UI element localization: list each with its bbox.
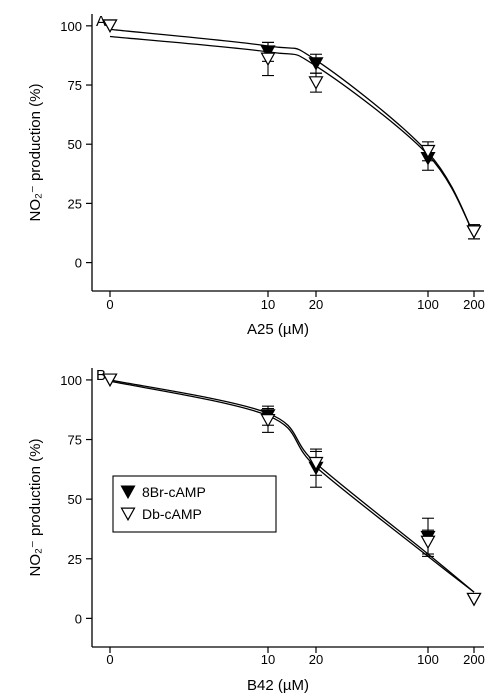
fit-curve-filled	[109, 28, 475, 235]
y-tick-label: 0	[75, 611, 82, 626]
legend-box	[112, 475, 277, 533]
panel-b: 0 25 50 75 100 0 10 20 100 200 B42 (µM) NO₂⁻ produc…	[27, 367, 485, 694]
legend-open-triangle-icon	[120, 507, 136, 522]
panel-label: B	[96, 367, 106, 384]
x-tick-label: 0	[106, 297, 113, 312]
y-tick-label: 0	[75, 256, 82, 271]
x-tick-label: 0	[106, 652, 113, 667]
x-axis-title: B42 (µM)	[247, 677, 309, 694]
y-tick-label: 50	[68, 492, 82, 507]
data-point-open-triangle	[102, 19, 118, 33]
legend-label: 8Br-cAMP	[142, 484, 206, 500]
fit-curve-open	[109, 35, 475, 235]
data-point-open-triangle	[260, 414, 276, 428]
data-point-open-triangle	[308, 76, 324, 90]
y-axis-title: NO₂⁻ production (%)	[27, 439, 44, 577]
data-point-open-triangle	[420, 535, 436, 550]
data-point-open-triangle	[308, 456, 324, 471]
x-tick-label: 100	[417, 652, 439, 667]
legend: 8Br-cAMP Db-cAMP	[112, 475, 277, 533]
x-tick-label: 200	[463, 652, 485, 667]
x-tick-label: 20	[309, 652, 323, 667]
y-tick-label: 100	[60, 19, 82, 34]
data-point-open-triangle	[102, 373, 118, 388]
data-point-open-triangle	[466, 592, 482, 607]
legend-label: Db-cAMP	[142, 506, 202, 522]
x-tick-label: 200	[463, 297, 485, 312]
data-point-filled-triangle	[308, 57, 324, 71]
panel-label: A	[96, 13, 106, 30]
y-tick-label: 50	[68, 137, 82, 152]
y-tick-label: 25	[68, 196, 82, 211]
y-tick-label: 75	[68, 78, 82, 93]
panel-a: 0 25 50 75 100 0 10 20 100 200 A25 (µM) NO₂⁻ produc…	[27, 13, 485, 338]
y-tick-label: 75	[68, 433, 82, 448]
x-tick-label: 20	[309, 297, 323, 312]
y-tick-label: 100	[60, 373, 82, 388]
x-tick-label: 10	[261, 652, 275, 667]
data-point-open-triangle	[420, 144, 436, 159]
x-tick-label: 100	[417, 297, 439, 312]
data-point-open-triangle	[260, 52, 276, 67]
x-axis-title: A25 (µM)	[247, 321, 309, 338]
data-point-open-triangle	[466, 225, 482, 239]
y-tick-label: 25	[68, 552, 82, 567]
x-tick-label: 10	[261, 297, 275, 312]
legend-filled-triangle-icon	[120, 485, 136, 500]
y-axis-title: NO₂⁻ production (%)	[27, 84, 44, 222]
